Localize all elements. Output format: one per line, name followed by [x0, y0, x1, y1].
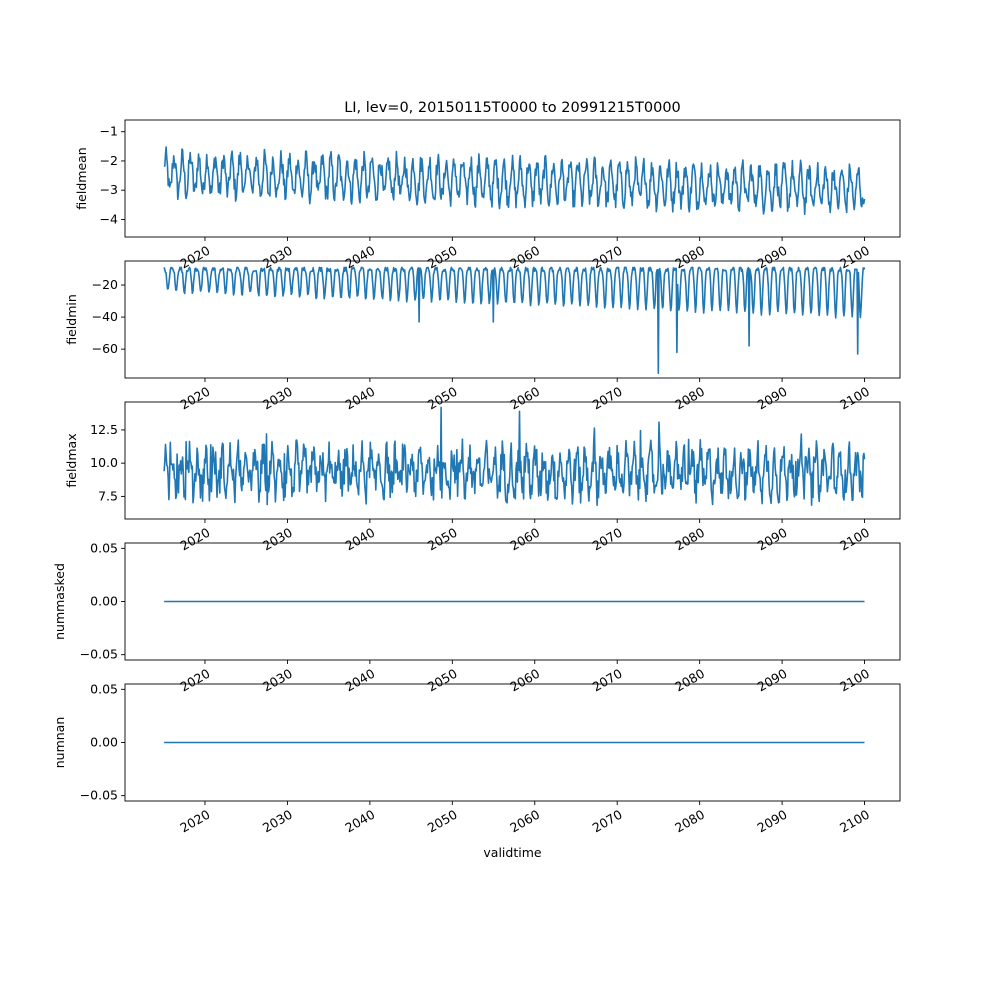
subplot-fieldmin: −60 −40 −20 fieldmin 2020 2030 2040 2050 2060 207… — [64, 260, 901, 413]
x-tick-label: 2040 — [342, 666, 377, 695]
y-tick-label: −2 — [100, 153, 118, 168]
y-tick-label: −20 — [92, 277, 118, 292]
x-tick-label: 2080 — [672, 384, 707, 413]
series-line-fieldmax — [163, 406, 866, 506]
y-tick-label: −4 — [100, 211, 118, 226]
y-tick-label: −60 — [92, 341, 118, 356]
axes-frame — [124, 401, 901, 520]
x-tick-label: 2050 — [425, 666, 460, 695]
x-tick-label: 2030 — [260, 384, 295, 413]
x-tick-label: 2100 — [837, 525, 872, 554]
x-axis-label: validtime — [483, 845, 541, 860]
x-tick-label: 2100 — [837, 807, 872, 836]
x-tick-label: 2090 — [755, 243, 790, 272]
x-tick-label: 2020 — [177, 243, 212, 272]
x-tick-label: 2040 — [342, 243, 377, 272]
x-tick-label: 2070 — [590, 384, 625, 413]
y-tick-label: 0.05 — [90, 540, 118, 555]
x-tick-label: 2050 — [425, 243, 460, 272]
x-tick-label: 2060 — [507, 525, 542, 554]
subplot-nummasked: −0.05 0.00 0.05 nummasked 2020 2030 2040 2050 20… — [52, 540, 901, 695]
y-axis-label: numnan — [52, 717, 67, 769]
series-line-fieldmean — [163, 146, 866, 216]
subplot-grid: −4 −3 −2 −1 fieldmean 2020 2030 2040 2050 2060 207… — [52, 119, 901, 836]
x-tick-label: 2060 — [507, 666, 542, 695]
y-axis-label: nummasked — [52, 563, 67, 640]
x-tick-label: 2030 — [260, 666, 295, 695]
y-tick-label: 0.05 — [90, 681, 118, 696]
x-tick-label: 2080 — [672, 666, 707, 695]
y-axis-label: fieldmean — [74, 147, 89, 209]
x-tick-label: 2070 — [590, 666, 625, 695]
x-tick-label: 2050 — [425, 384, 460, 413]
x-tick-label: 2030 — [260, 243, 295, 272]
x-tick-label: 2050 — [425, 525, 460, 554]
x-tick-label: 2080 — [672, 525, 707, 554]
y-tick-label: −40 — [92, 309, 118, 324]
y-tick-label: −0.05 — [80, 647, 118, 662]
x-tick-label: 2020 — [177, 666, 212, 695]
x-tick-label: 2060 — [507, 243, 542, 272]
subplot-fieldmax: 7.5 10.0 12.5 fieldmax 2020 2030 2040 2050 2060 2… — [64, 401, 901, 554]
y-axis-label: fieldmax — [64, 433, 79, 487]
x-tick-label: 2080 — [672, 807, 707, 836]
y-tick-label: 12.5 — [90, 422, 118, 437]
subplot-numnan: −0.05 0.00 0.05 numnan 2020 2030 2040 2050 2060 2… — [52, 681, 901, 836]
axes-frame — [124, 260, 901, 379]
x-tick-label: 2030 — [260, 807, 295, 836]
subplot-fieldmean: −4 −3 −2 −1 fieldmean 2020 2030 2040 2050 2060 207… — [74, 119, 901, 272]
y-tick-label: 7.5 — [98, 488, 118, 503]
x-tick-label: 2030 — [260, 525, 295, 554]
x-tick-label: 2090 — [755, 807, 790, 836]
x-tick-label: 2080 — [672, 243, 707, 272]
y-axis-label: fieldmin — [64, 294, 79, 345]
x-tick-label: 2090 — [755, 525, 790, 554]
x-tick-label: 2020 — [177, 807, 212, 836]
x-tick-label: 2020 — [177, 384, 212, 413]
x-tick-label: 2100 — [837, 666, 872, 695]
x-tick-label: 2100 — [837, 243, 872, 272]
x-tick-label: 2090 — [755, 666, 790, 695]
x-tick-label: 2100 — [837, 384, 872, 413]
x-tick-label: 2070 — [590, 807, 625, 836]
y-tick-label: −3 — [100, 182, 118, 197]
y-tick-label: 0.00 — [90, 594, 118, 609]
y-tick-label: 10.0 — [90, 455, 118, 470]
figure-title: LI, lev=0, 20150115T0000 to 20991215T000… — [344, 100, 681, 116]
y-tick-label: −1 — [100, 124, 118, 139]
x-tick-label: 2060 — [507, 384, 542, 413]
x-tick-label: 2060 — [507, 807, 542, 836]
x-tick-label: 2070 — [590, 525, 625, 554]
series-line-fieldmin — [163, 266, 866, 374]
x-tick-label: 2040 — [342, 807, 377, 836]
x-tick-label: 2050 — [425, 807, 460, 836]
y-tick-label: −0.05 — [80, 788, 118, 803]
x-tick-label: 2040 — [342, 384, 377, 413]
axes-frame — [124, 119, 901, 238]
x-tick-label: 2040 — [342, 525, 377, 554]
x-tick-label: 2090 — [755, 384, 790, 413]
x-tick-label: 2070 — [590, 243, 625, 272]
x-tick-label: 2020 — [177, 525, 212, 554]
y-tick-label: 0.00 — [90, 735, 118, 750]
